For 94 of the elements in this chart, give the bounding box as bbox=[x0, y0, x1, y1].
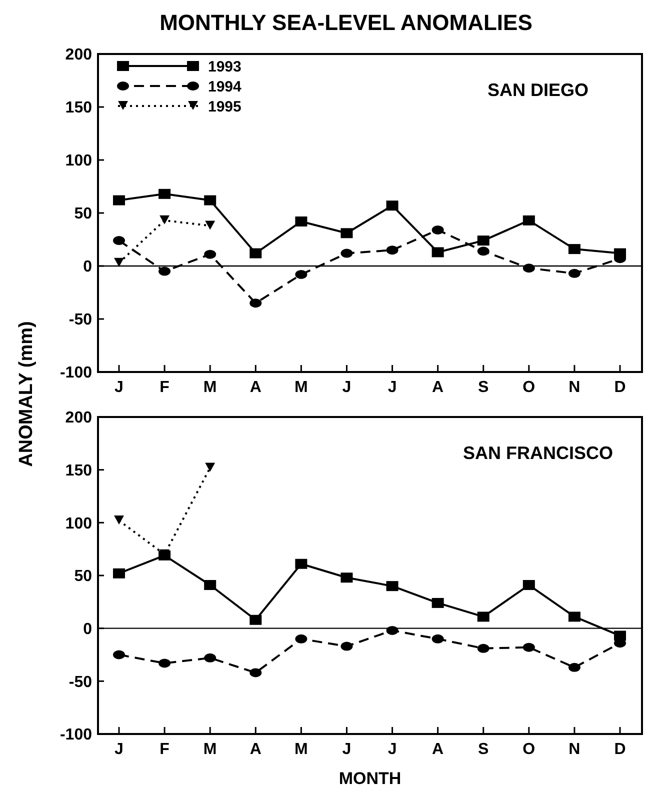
x-tick-label: N bbox=[568, 379, 580, 396]
point bbox=[250, 248, 262, 258]
y-tick-label: 100 bbox=[65, 152, 92, 170]
point bbox=[158, 658, 171, 668]
x-tick-label: J bbox=[342, 741, 352, 758]
point bbox=[568, 244, 580, 254]
point bbox=[340, 248, 353, 258]
x-tick-label: A bbox=[250, 741, 262, 758]
y-tick-label: 200 bbox=[65, 410, 92, 427]
point bbox=[250, 614, 262, 625]
point bbox=[432, 247, 444, 258]
annotation: SAN DIEGO bbox=[487, 80, 589, 100]
y-tick-label: -100 bbox=[60, 726, 92, 744]
y-tick-label: 150 bbox=[65, 100, 92, 117]
x-tick-label: A bbox=[250, 379, 262, 396]
point bbox=[204, 195, 216, 206]
point bbox=[204, 653, 216, 662]
point bbox=[477, 612, 490, 622]
x-tick-label: J bbox=[114, 741, 124, 758]
point bbox=[250, 668, 262, 678]
point bbox=[114, 516, 124, 525]
x-tick-label: S bbox=[478, 741, 490, 758]
point bbox=[113, 195, 125, 206]
point bbox=[340, 228, 353, 238]
x-tick-label: O bbox=[522, 741, 536, 758]
point bbox=[432, 225, 444, 234]
point bbox=[295, 216, 308, 226]
point bbox=[340, 572, 353, 583]
x-tick-label: F bbox=[160, 379, 170, 396]
x-tick-label: J bbox=[388, 379, 397, 396]
y-axis-title: ANOMALY (mm) bbox=[16, 321, 37, 467]
point bbox=[386, 200, 398, 211]
point bbox=[250, 298, 262, 308]
x-tick-label: A bbox=[432, 379, 444, 396]
point bbox=[295, 558, 308, 569]
y-tick-label: 50 bbox=[74, 206, 92, 223]
point bbox=[477, 644, 490, 653]
y-tick-label: -100 bbox=[60, 364, 92, 382]
point bbox=[204, 250, 216, 259]
point bbox=[477, 236, 490, 246]
x-tick-label: D bbox=[614, 379, 626, 396]
point bbox=[522, 642, 535, 652]
x-tick-label: J bbox=[114, 379, 124, 396]
point bbox=[340, 642, 353, 651]
x-tick-label: N bbox=[568, 741, 580, 758]
point bbox=[568, 612, 580, 622]
x-tick-label: J bbox=[388, 741, 397, 758]
x-tick-label: M bbox=[294, 379, 308, 396]
point bbox=[568, 268, 580, 278]
y-tick-label: 150 bbox=[65, 462, 92, 480]
y-tick-label: 200 bbox=[65, 46, 92, 64]
point bbox=[522, 580, 535, 590]
y-tick-label: 0 bbox=[83, 258, 92, 276]
legend-label: 1993 bbox=[208, 58, 242, 76]
point bbox=[295, 634, 308, 644]
point bbox=[113, 650, 125, 660]
x-axis-title: MONTH bbox=[338, 769, 402, 788]
y-tick-label: 0 bbox=[83, 620, 92, 638]
point bbox=[522, 215, 535, 226]
x-tick-label: M bbox=[203, 379, 217, 396]
point bbox=[113, 568, 125, 578]
point bbox=[160, 215, 170, 224]
point bbox=[432, 598, 444, 608]
x-tick-label: S bbox=[478, 379, 490, 396]
y-tick-label: -50 bbox=[68, 312, 92, 329]
x-tick-label: D bbox=[614, 741, 626, 758]
point bbox=[113, 236, 125, 246]
point bbox=[204, 580, 216, 590]
legend-label: 1994 bbox=[208, 78, 242, 96]
y-tick-label: -50 bbox=[68, 674, 92, 691]
y-tick-label: 50 bbox=[74, 568, 92, 586]
x-tick-label: J bbox=[342, 379, 352, 396]
point bbox=[477, 246, 490, 256]
chart-title: MONTHLY SEA-LEVEL ANOMALIES bbox=[160, 10, 532, 35]
point bbox=[205, 462, 216, 472]
x-tick-label: O bbox=[522, 379, 536, 396]
point bbox=[386, 581, 398, 592]
annotation: SAN FRANCISCO bbox=[462, 443, 614, 463]
point bbox=[386, 246, 398, 255]
legend-label: 1995 bbox=[208, 98, 242, 116]
y-tick-label: 100 bbox=[65, 515, 92, 532]
point bbox=[205, 220, 216, 230]
point bbox=[158, 188, 171, 199]
point bbox=[568, 662, 580, 672]
point bbox=[114, 258, 124, 267]
x-tick-label: M bbox=[203, 741, 217, 758]
x-tick-label: M bbox=[294, 741, 308, 758]
point bbox=[432, 634, 444, 644]
point bbox=[158, 266, 171, 276]
x-tick-label: F bbox=[160, 741, 170, 758]
point bbox=[295, 270, 308, 279]
point bbox=[522, 264, 535, 273]
x-tick-label: A bbox=[432, 741, 444, 758]
point bbox=[386, 626, 398, 635]
